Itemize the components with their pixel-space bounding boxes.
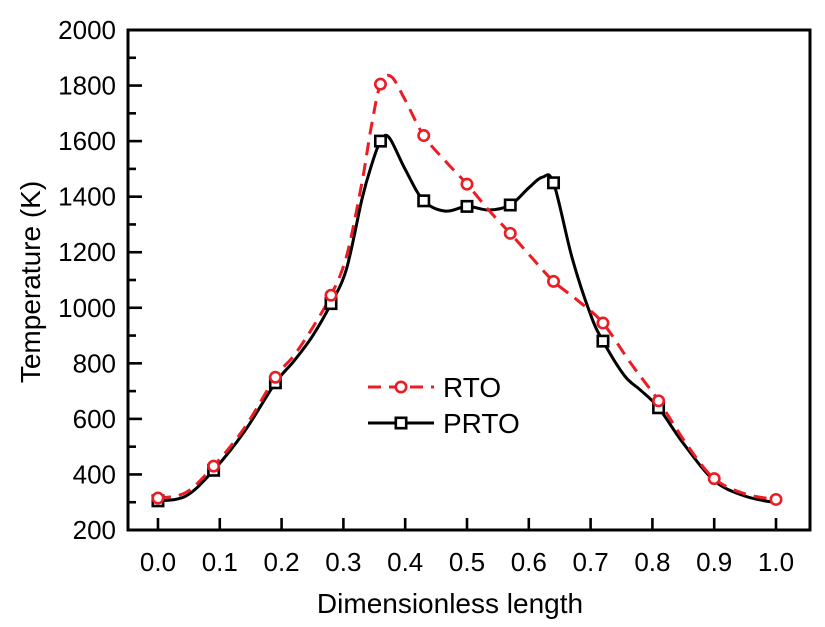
x-tick-labels: 0.0 0.1 0.2 0.3 0.4 0.5 0.6 0.7 0.8 0.9 1.0 xyxy=(140,547,794,577)
legend-label-prto: PRTO xyxy=(443,408,520,439)
rto-marker xyxy=(769,492,783,506)
x-tick-label: 0.2 xyxy=(264,547,300,577)
rto-marker xyxy=(151,491,165,505)
y-tick-label: 400 xyxy=(73,459,116,489)
y-tick-label: 200 xyxy=(73,515,116,545)
rto-marker xyxy=(268,370,282,384)
y-tick-label: 600 xyxy=(73,404,116,434)
prto-marker xyxy=(596,334,610,348)
x-tick-label: 0.6 xyxy=(511,547,547,577)
y-tick-label: 1600 xyxy=(58,126,116,156)
y-tick-label: 1800 xyxy=(58,71,116,101)
y-tick-label: 1200 xyxy=(58,237,116,267)
legend-label-rto: RTO xyxy=(443,372,501,403)
rto-marker xyxy=(503,226,517,240)
y-major-ticks xyxy=(128,28,142,532)
x-tick-label: 0.8 xyxy=(634,547,670,577)
rto-marker xyxy=(324,288,338,302)
rto-marker xyxy=(207,459,221,473)
prto-marker xyxy=(417,194,431,208)
y-minor-ticks xyxy=(128,56,136,504)
rto-marker xyxy=(547,274,561,288)
plot-frame xyxy=(126,28,812,532)
rto-marker xyxy=(707,472,721,486)
rto-marker xyxy=(417,129,431,143)
legend-samples xyxy=(368,380,434,430)
x-tick-label: 0.7 xyxy=(573,547,609,577)
prto-marker xyxy=(547,176,561,190)
prto-curve xyxy=(157,133,777,505)
prto-marker xyxy=(460,199,474,213)
prto-marker xyxy=(503,198,517,212)
rto-marker xyxy=(596,316,610,330)
x-axis-title: Dimensionless length xyxy=(317,588,583,619)
x-tick-label: 1.0 xyxy=(758,547,794,577)
x-major-ticks xyxy=(156,518,778,530)
y-tick-labels: 200 400 600 800 1000 1200 1400 1600 1800 2000 xyxy=(58,15,116,545)
y-tick-label: 1400 xyxy=(58,182,116,212)
rto-marker xyxy=(460,177,474,191)
rto-marker xyxy=(373,77,387,91)
rto-marker xyxy=(652,394,666,408)
series-markers xyxy=(151,77,783,508)
x-tick-label: 0.0 xyxy=(140,547,176,577)
legend: RTO PRTO xyxy=(368,372,520,439)
y-axis-title: Temperature (K) xyxy=(15,181,46,383)
y-tick-label: 2000 xyxy=(58,15,116,45)
x-tick-label: 0.5 xyxy=(449,547,485,577)
legend-marker-rto xyxy=(394,380,408,394)
y-tick-label: 800 xyxy=(73,348,116,378)
x-tick-label: 0.3 xyxy=(325,547,361,577)
x-tick-label: 0.4 xyxy=(387,547,423,577)
y-tick-label: 1000 xyxy=(58,293,116,323)
prto-marker xyxy=(373,134,387,148)
x-tick-label: 0.9 xyxy=(696,547,732,577)
x-tick-label: 0.1 xyxy=(202,547,238,577)
legend-marker-prto xyxy=(394,416,408,430)
